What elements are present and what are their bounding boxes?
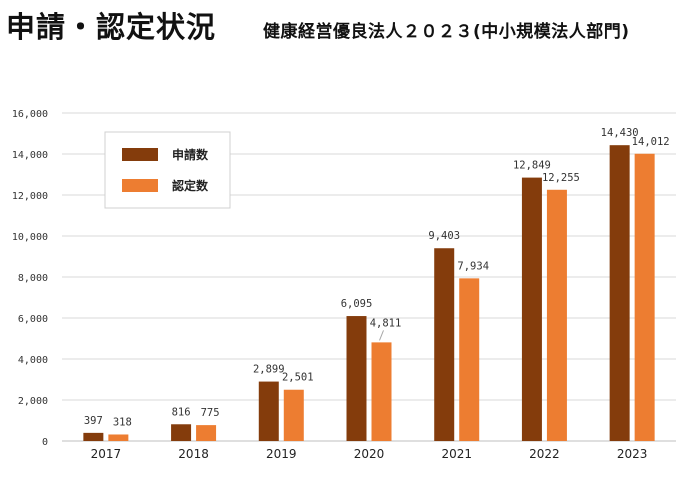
x-tick-label: 2018 <box>178 447 209 461</box>
bar-application-2021 <box>434 248 455 441</box>
y-axis-ticks: 0 2,000 4,000 6,000 8,000 10,000 12,000 14,000 1… <box>12 109 48 448</box>
x-tick-label: 2019 <box>266 447 297 461</box>
data-label-certified: 4,811 <box>370 317 402 329</box>
data-label-application: 397 <box>84 415 103 427</box>
data-label-application: 12,849 <box>513 160 551 172</box>
page-subtitle: 健康経営優良法人２０２３(中小規模法人部門) <box>263 22 630 42</box>
y-tick-label: 14,000 <box>12 150 48 161</box>
bar-application-2022 <box>521 177 542 441</box>
bar-application-2019 <box>258 381 279 441</box>
legend-box <box>104 131 231 209</box>
bar-certified-2020 <box>371 342 392 441</box>
legend-label: 認定数 <box>172 178 209 193</box>
data-label-application: 9,403 <box>428 230 460 242</box>
x-axis-ticks: 2017 2018 2019 2020 2021 2022 2023 <box>91 447 648 461</box>
y-tick-label: 8,000 <box>18 273 48 284</box>
legend-swatch <box>122 148 158 161</box>
y-tick-label: 4,000 <box>18 355 48 366</box>
data-label-application: 816 <box>172 406 191 418</box>
bar-application-2020 <box>346 316 367 441</box>
data-label-certified: 2,501 <box>282 372 314 384</box>
bar-certified-2023 <box>634 153 655 441</box>
x-tick-label: 2023 <box>617 447 648 461</box>
data-label-certified: 775 <box>201 407 220 419</box>
label-leader-line <box>379 330 384 341</box>
bar-certified-2018 <box>196 425 217 441</box>
y-tick-label: 0 <box>42 437 48 448</box>
bar-certified-2021 <box>459 278 480 441</box>
data-label-certified: 12,255 <box>542 172 580 184</box>
x-tick-label: 2021 <box>441 447 472 461</box>
legend-label: 申請数 <box>172 147 209 162</box>
page-title: 申請・認定状況 <box>6 10 217 44</box>
bar-certified-2017 <box>108 434 129 441</box>
y-tick-label: 6,000 <box>18 314 48 325</box>
bar-certified-2022 <box>546 189 567 441</box>
data-label-application: 6,095 <box>341 298 373 310</box>
y-tick-label: 10,000 <box>12 232 48 243</box>
data-label-certified: 318 <box>113 416 132 428</box>
data-label-certified: 7,934 <box>457 260 489 272</box>
x-tick-label: 2020 <box>354 447 385 461</box>
x-tick-label: 2022 <box>529 447 560 461</box>
x-tick-label: 2017 <box>91 447 122 461</box>
y-tick-label: 12,000 <box>12 191 48 202</box>
y-tick-label: 2,000 <box>18 396 48 407</box>
bar-application-2018 <box>171 424 192 441</box>
bars <box>83 145 655 441</box>
bar-application-2023 <box>609 145 630 441</box>
data-label-application: 14,430 <box>601 127 639 139</box>
bar-application-2017 <box>83 432 104 441</box>
bar-certified-2019 <box>283 389 304 441</box>
y-tick-label: 16,000 <box>12 109 48 120</box>
data-label-certified: 14,012 <box>632 136 670 148</box>
gridlines <box>62 112 676 442</box>
legend-swatch <box>122 179 158 192</box>
data-label-application: 2,899 <box>253 364 285 376</box>
